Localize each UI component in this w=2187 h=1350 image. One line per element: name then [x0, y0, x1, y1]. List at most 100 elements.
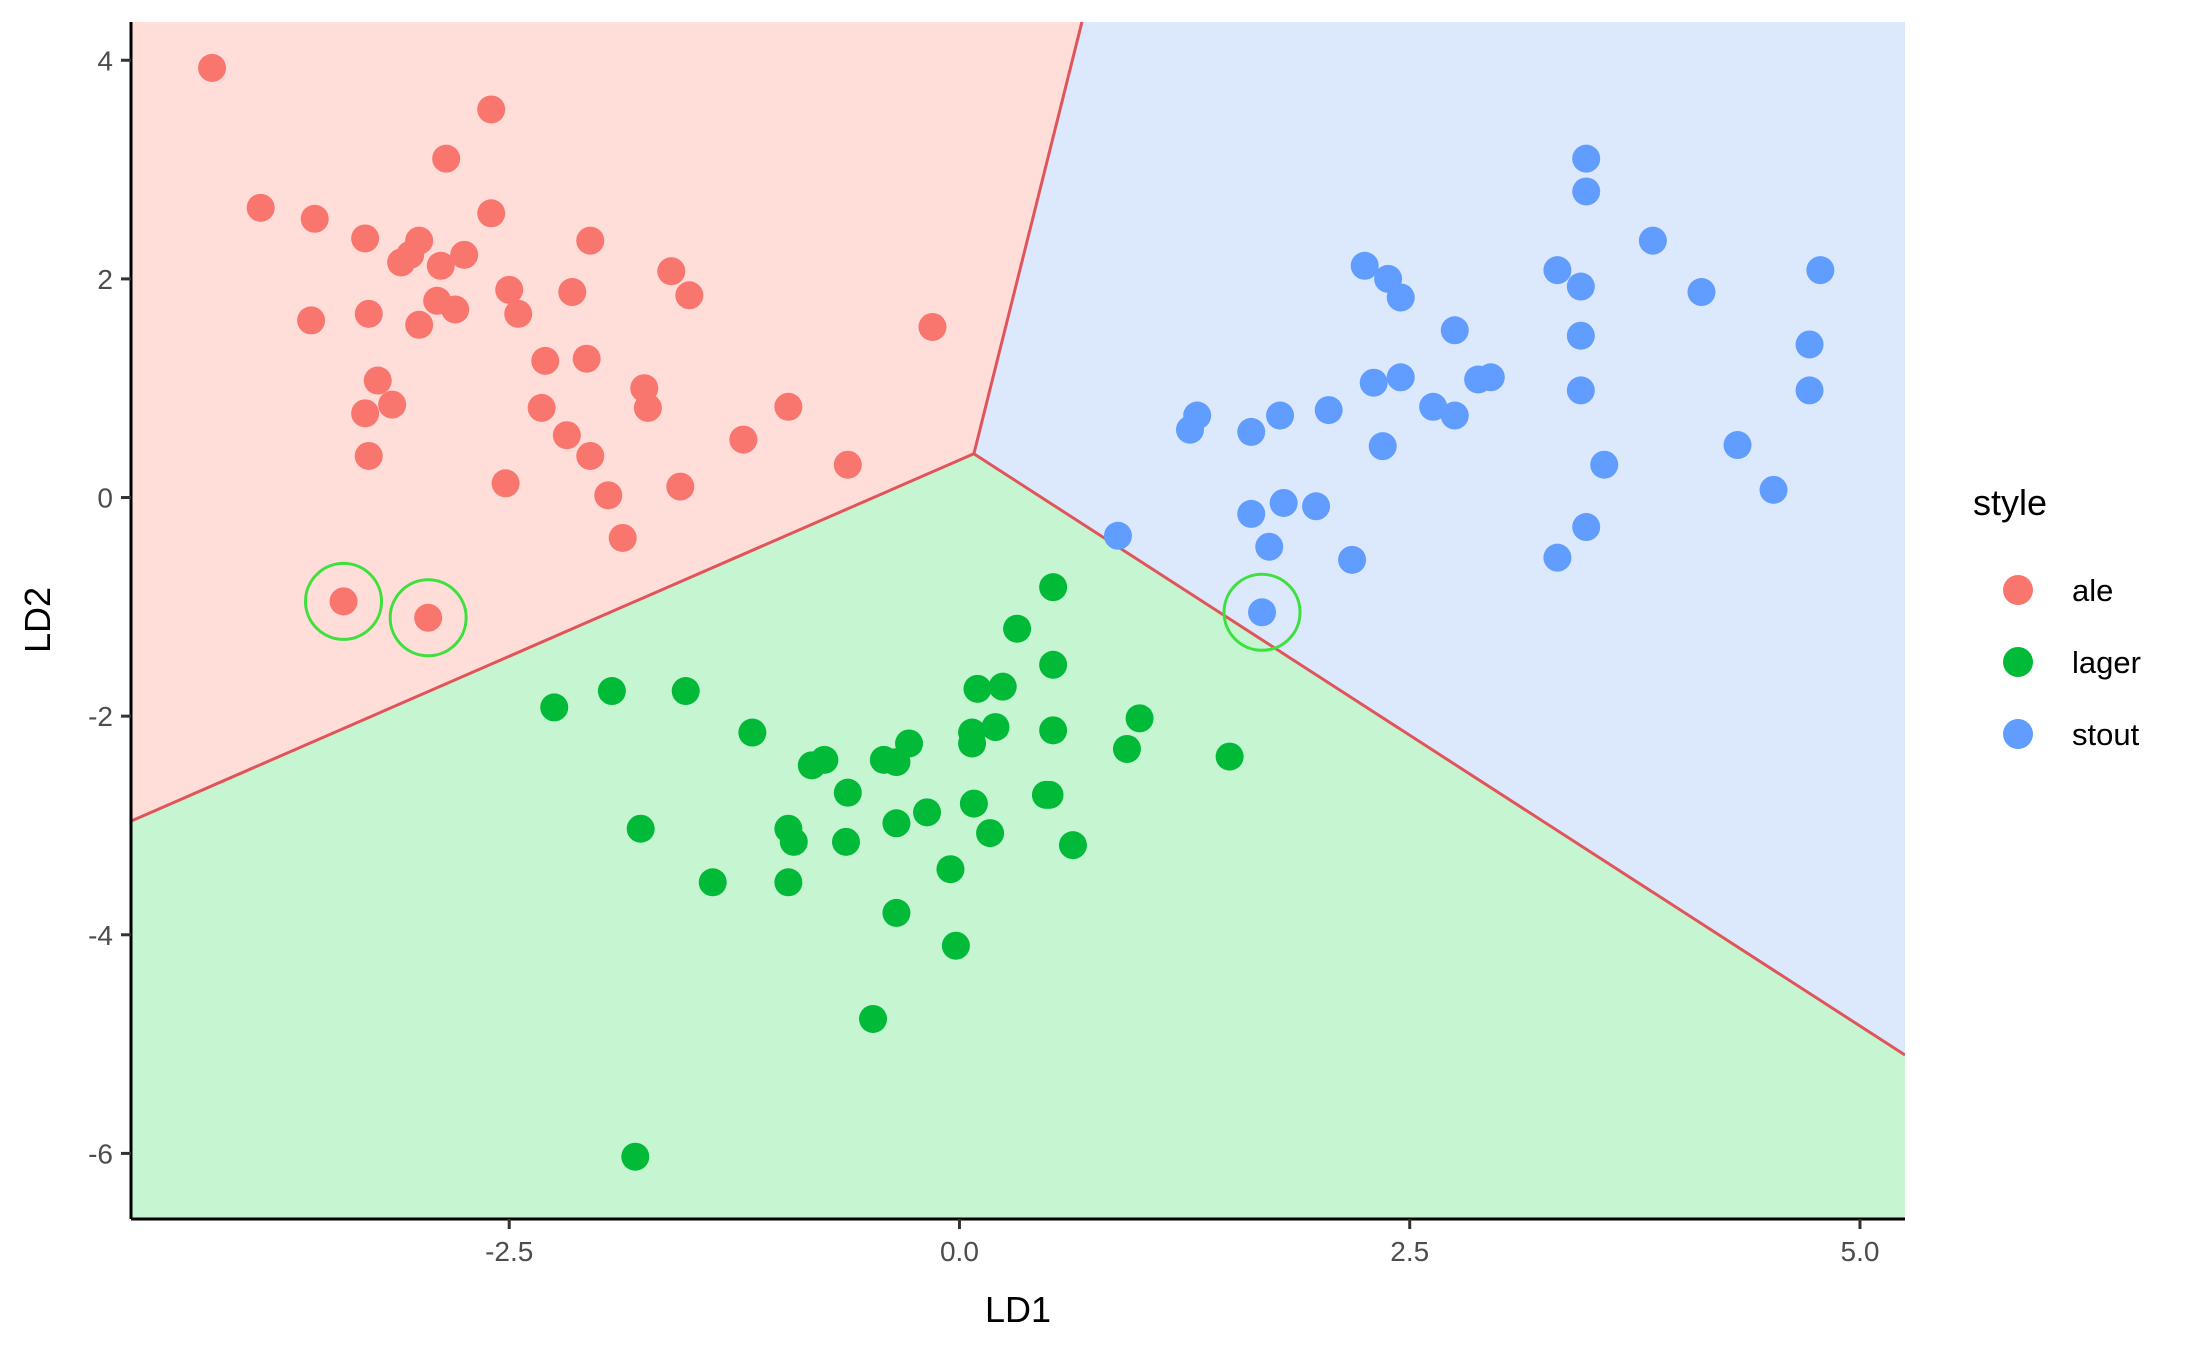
ale-point	[405, 310, 434, 339]
decision-boundary-1	[972, 22, 1084, 455]
ale-point	[576, 226, 605, 255]
stout-point	[1543, 256, 1572, 285]
region-ale	[131, 22, 1082, 822]
x-tick-label: 2.5	[1390, 1236, 1429, 1267]
stout-point	[1419, 392, 1448, 421]
data-points	[198, 53, 1835, 1171]
y-tick-label: -6	[88, 1138, 113, 1169]
ale-point	[495, 275, 524, 304]
highlight-ring	[388, 578, 468, 658]
ale-point	[329, 587, 358, 616]
lager-point	[1125, 704, 1154, 733]
series-ale	[198, 53, 947, 632]
legend-title: style	[1973, 482, 2047, 523]
ale-point	[657, 257, 686, 286]
ale-point	[297, 306, 326, 335]
lager-point	[976, 819, 1005, 848]
stout-point	[1806, 256, 1835, 285]
y-tick-label: -4	[88, 920, 113, 951]
lager-point	[913, 798, 942, 827]
decision-boundary-3	[973, 452, 1905, 1057]
stout-point	[1543, 543, 1572, 572]
decision-regions	[131, 22, 1905, 1219]
stout-point	[1566, 376, 1595, 405]
lager-point	[1035, 780, 1064, 809]
stout-point	[1237, 417, 1266, 446]
y-axis-title: LD2	[17, 587, 58, 653]
stout-point	[1464, 365, 1493, 394]
stout-point	[1759, 475, 1788, 504]
stout-point	[1350, 251, 1379, 280]
lager-point	[981, 713, 1010, 742]
highlight-ring	[1222, 572, 1302, 652]
lager-point	[988, 672, 1017, 701]
ale-point	[351, 399, 380, 428]
decision-boundary-2	[131, 452, 975, 823]
lager-point	[597, 677, 626, 706]
legend-label-lager: lager	[2072, 645, 2141, 680]
ale-point	[531, 346, 560, 375]
stout-point	[1572, 513, 1601, 542]
lager-point	[1039, 716, 1068, 745]
lager-point	[941, 931, 970, 960]
ale-point	[387, 248, 416, 277]
ale-point	[666, 472, 695, 501]
ale-point	[441, 295, 470, 324]
legend-label-ale: ale	[2072, 573, 2113, 608]
stout-point	[1314, 396, 1343, 425]
lager-point	[698, 868, 727, 897]
lager-point	[797, 751, 826, 780]
ale-point	[594, 481, 623, 510]
region-lager	[131, 453, 1905, 1219]
stout-point	[1255, 532, 1284, 561]
ale-point	[477, 199, 506, 228]
lager-point	[621, 1142, 650, 1171]
ale-point	[675, 281, 704, 310]
x-axis-title: LD1	[985, 1289, 1051, 1330]
ale-point	[477, 95, 506, 124]
ale-point	[918, 312, 947, 341]
stout-point	[1566, 272, 1595, 301]
legend-key-ale	[2003, 575, 2033, 605]
lager-point	[738, 718, 767, 747]
stout-point	[1440, 316, 1469, 345]
lager-point	[779, 827, 808, 856]
stout-point	[1359, 368, 1388, 397]
region-stout	[973, 22, 1905, 1056]
highlighted-points	[304, 561, 1302, 658]
lager-point	[1058, 831, 1087, 860]
lager-point	[936, 855, 965, 884]
ale-point	[774, 392, 803, 421]
lager-point	[958, 729, 987, 758]
stout-point	[1368, 432, 1397, 461]
lager-point	[1039, 650, 1068, 679]
ale-point	[633, 393, 662, 422]
stout-point	[1386, 363, 1415, 392]
stout-point	[1237, 499, 1266, 528]
x-tick-label: -2.5	[485, 1236, 533, 1267]
ale-point	[426, 251, 455, 280]
lager-point	[882, 898, 911, 927]
lager-point	[1039, 573, 1068, 602]
x-axis-ticks: -2.5 0.0 2.5 5.0	[485, 1219, 1879, 1267]
ale-point	[450, 240, 479, 269]
stout-point	[1175, 415, 1204, 444]
series-stout	[1103, 144, 1835, 627]
stout-point	[1638, 226, 1667, 255]
y-tick-label: 0	[97, 483, 113, 514]
lager-point	[832, 827, 861, 856]
lager-point	[626, 814, 655, 843]
x-tick-label: 0.0	[940, 1236, 979, 1267]
lager-point	[833, 778, 862, 807]
x-tick-label: 5.0	[1841, 1236, 1880, 1267]
legend-key-stout	[2003, 719, 2033, 749]
ale-point	[608, 523, 637, 552]
lager-point	[1112, 734, 1141, 763]
lager-point	[1215, 742, 1244, 771]
ale-point	[552, 421, 581, 450]
stout-point	[1795, 330, 1824, 359]
y-tick-label: 2	[97, 264, 113, 295]
stout-point	[1440, 401, 1469, 430]
stout-point	[1103, 521, 1132, 550]
